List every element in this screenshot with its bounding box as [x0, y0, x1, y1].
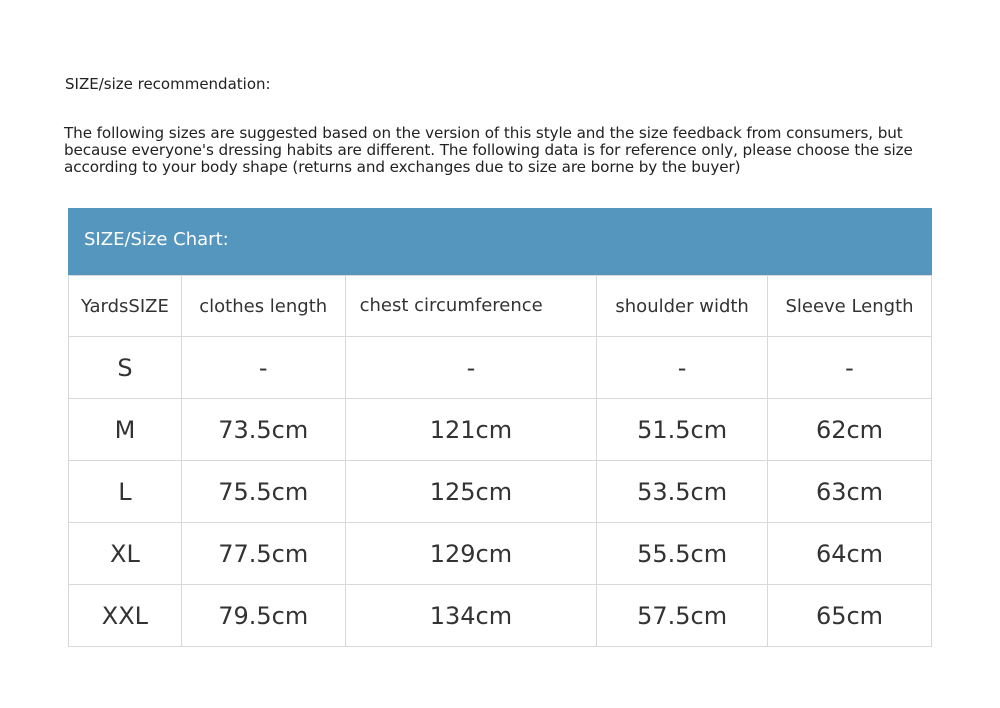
table-cell: M: [68, 398, 182, 461]
table-cell: S: [68, 336, 182, 399]
table-cell: L: [68, 460, 182, 523]
table-cell: 77.5cm: [180, 522, 346, 585]
table-row: L 75.5cm 125cm 53.5cm 63cm: [68, 460, 932, 523]
table-cell: XXL: [68, 584, 182, 647]
table-cell: 62cm: [767, 398, 932, 461]
table-cell: 121cm: [344, 398, 598, 461]
table-cell: -: [180, 336, 346, 399]
table-cell: -: [344, 336, 598, 399]
table-cell: 53.5cm: [596, 460, 768, 523]
header-row: YardsSIZE clothes length chest circumferen…: [68, 275, 932, 337]
column-header: YardsSIZE: [68, 275, 182, 337]
table-cell: -: [596, 336, 768, 399]
table-row: XL 77.5cm 129cm 55.5cm 64cm: [68, 522, 932, 585]
table-row: M 73.5cm 121cm 51.5cm 62cm: [68, 398, 932, 461]
intro-text: The following sizes are suggested based …: [64, 124, 913, 176]
table-cell: 65cm: [767, 584, 932, 647]
table-cell: 129cm: [344, 522, 598, 585]
size-table: YardsSIZE clothes length chest circumferen…: [68, 275, 932, 647]
column-header: clothes length: [180, 275, 346, 337]
table-cell: XL: [68, 522, 182, 585]
table-cell: 125cm: [344, 460, 598, 523]
column-header: shoulder width: [596, 275, 768, 337]
table-cell: 55.5cm: [596, 522, 768, 585]
column-header: Sleeve Length: [767, 275, 932, 337]
size-chart-title: SIZE/Size Chart:: [68, 208, 932, 275]
table-cell: 57.5cm: [596, 584, 768, 647]
column-header: chest circumference: [344, 275, 598, 337]
table-cell: 134cm: [344, 584, 598, 647]
table-row: XXL 79.5cm 134cm 57.5cm 65cm: [68, 584, 932, 647]
table-cell: 63cm: [767, 460, 932, 523]
table-cell: 79.5cm: [180, 584, 346, 647]
page-heading: SIZE/size recommendation:: [65, 75, 271, 93]
table-cell: -: [767, 336, 932, 399]
table-row: S----: [68, 336, 932, 399]
table-cell: 51.5cm: [596, 398, 768, 461]
table-cell: 75.5cm: [180, 460, 346, 523]
table-cell: 64cm: [767, 522, 932, 585]
table-cell: 73.5cm: [180, 398, 346, 461]
